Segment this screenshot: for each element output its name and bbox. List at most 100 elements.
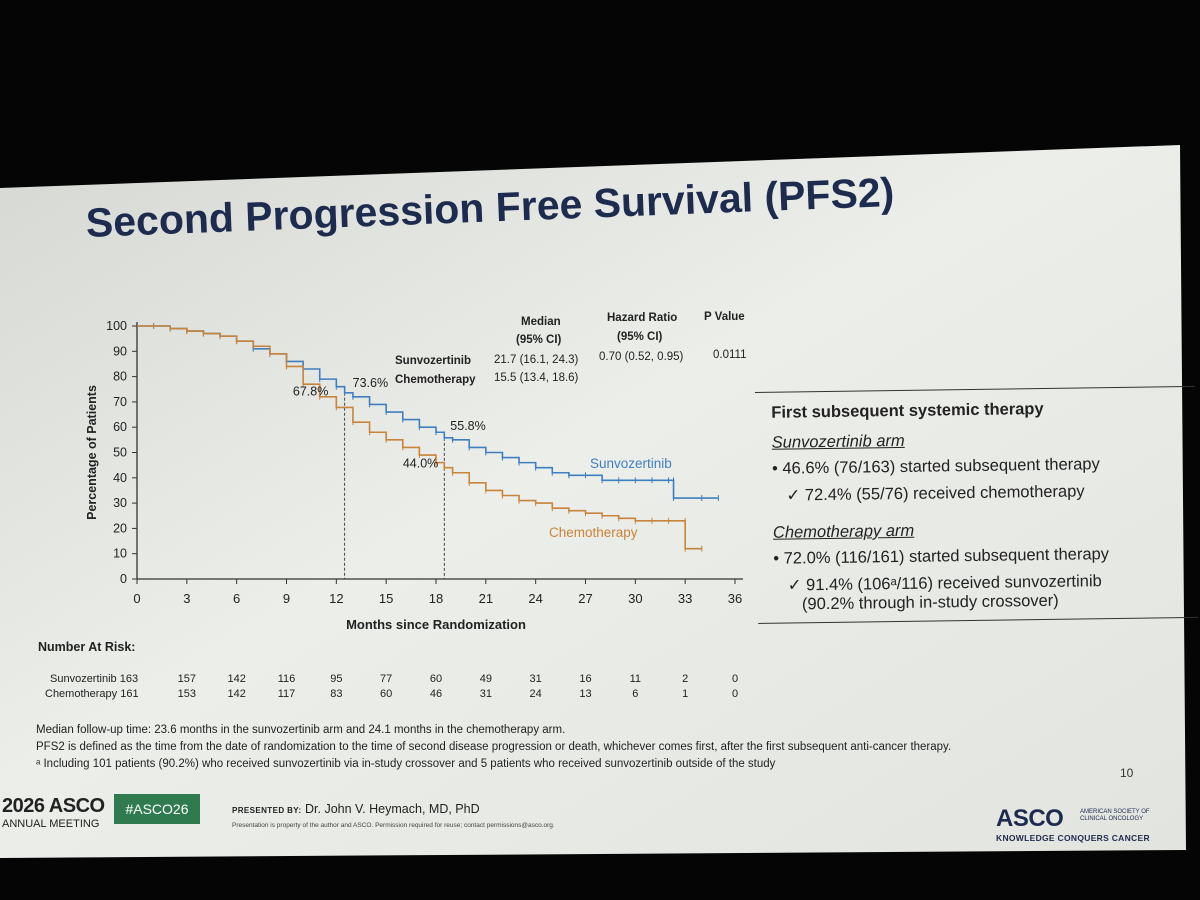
asco-society-logo: ASCO AMERICAN SOCIETY OF CLINICAL ONCOLO…	[996, 805, 1150, 843]
stats-row-arm: Chemotherapy	[395, 374, 476, 386]
risk-row-label: Sunvozertinib 163	[50, 673, 139, 685]
chart-marks	[137, 323, 719, 579]
y-tick-label: 40	[113, 471, 127, 485]
stats-header-hr: Hazard Ratio	[607, 312, 678, 324]
asco-logo-text: ASCO	[996, 805, 1064, 832]
risk-value: 60	[380, 688, 393, 700]
asco-year-text: 2026 ASCO	[2, 795, 105, 817]
x-tick-label: 15	[379, 591, 393, 606]
disclaimer-text: Presentation is property of the author a…	[232, 822, 555, 829]
asco-meeting-logo: 2026 ASCO ANNUAL MEETING	[2, 795, 105, 830]
risk-value: 0	[731, 688, 739, 700]
risk-value: 31	[529, 673, 542, 685]
x-tick-label: 33	[678, 591, 692, 606]
x-tick-label: 36	[728, 591, 742, 606]
risk-value: 116	[277, 673, 296, 685]
footnote-followup: Median follow-up time: 23.6 months in th…	[36, 724, 566, 736]
panel-heading: First subsequent systemic therapy	[771, 399, 1044, 422]
y-tick-label: 100	[106, 319, 127, 333]
projection-screen	[0, 145, 1186, 858]
footnote-definition: PFS2 is defined as the time from the dat…	[36, 741, 952, 753]
y-tick-label: 30	[113, 496, 127, 510]
presented-by: PRESENTED BY: Dr. John V. Heymach, MD, P…	[232, 802, 480, 816]
risk-row-label: Chemotherapy 161	[45, 688, 139, 700]
risk-value: 142	[227, 673, 246, 685]
stats-row-hr: 0.70 (0.52, 0.95)	[599, 351, 684, 363]
risk-value: 16	[579, 673, 592, 685]
chemotherapy-curve	[137, 325, 702, 550]
y-tick-label: 70	[113, 395, 127, 409]
risk-value: 157	[177, 673, 196, 685]
risk-value: 6	[632, 688, 639, 700]
panel-arm2-line1: • 72.0% (116/161) started subsequent the…	[773, 545, 1110, 568]
presented-by-label: PRESENTED BY:	[232, 806, 302, 815]
risk-value: 153	[177, 688, 196, 700]
x-tick-label: 0	[133, 591, 140, 606]
risk-value: 11	[629, 673, 642, 685]
annotation-label: 55.8%	[450, 419, 485, 433]
panel-arm2-title: Chemotherapy arm	[772, 521, 915, 542]
risk-value: 46	[429, 688, 443, 700]
x-tick-label: 6	[233, 591, 240, 606]
asco-society-text: AMERICAN SOCIETY OF CLINICAL ONCOLOGY	[1080, 809, 1150, 822]
x-tick-label: 3	[183, 591, 190, 606]
subsequent-therapy-panel: First subsequent systemic therapy Sunvoz…	[755, 385, 1199, 624]
x-axis-label: Months since Randomization	[346, 617, 526, 632]
y-tick-label: 0	[120, 572, 127, 586]
stats-header-median: Median	[521, 316, 561, 328]
presenter-name: Dr. John V. Heymach, MD, PhD	[305, 802, 480, 816]
x-tick-label: 9	[283, 591, 290, 606]
x-tick-label: 12	[329, 591, 343, 606]
risk-value: 60	[429, 673, 443, 685]
hashtag-badge: #ASCO26	[114, 794, 200, 824]
panel-arm2-line3: (90.2% through in-study crossover)	[801, 591, 1059, 614]
y-tick-label: 50	[113, 446, 127, 460]
stats-header-hr-ci: (95% CI)	[617, 331, 663, 343]
series-label-chemotherapy: Chemotherapy	[549, 525, 638, 540]
y-tick-label: 80	[113, 370, 127, 384]
x-tick-label: 30	[628, 591, 642, 606]
chart-axes	[132, 322, 743, 584]
risk-value: 49	[479, 673, 492, 685]
x-tick-label: 21	[479, 591, 493, 606]
x-tick-label: 18	[429, 591, 443, 606]
stats-header-median-ci: (95% CI)	[516, 334, 562, 346]
x-tick-label: 27	[578, 591, 592, 606]
risk-value: 117	[277, 688, 296, 700]
y-axis-label: Percentage of Patients	[85, 385, 99, 520]
stats-header-pvalue: P Value	[704, 311, 745, 323]
y-tick-label: 20	[113, 521, 127, 535]
annotation-label: 73.6%	[353, 376, 388, 390]
y-tick-label: 90	[113, 344, 127, 358]
risk-value: 142	[227, 688, 246, 700]
risk-value: 0	[731, 673, 739, 685]
stats-row-p: 0.0111	[713, 349, 747, 361]
asco-tagline: KNOWLEDGE CONQUERS CANCER	[996, 833, 1150, 843]
risk-value: 95	[330, 673, 343, 685]
y-tick-label: 10	[113, 547, 127, 561]
stats-row-arm: Sunvozertinib	[395, 355, 472, 367]
risk-value: 13	[579, 688, 592, 700]
risk-value: 2	[682, 673, 689, 685]
risk-value: 24	[529, 688, 542, 700]
risk-title: Number At Risk:	[38, 640, 136, 654]
footnote-crossover: ᵃ Including 101 patients (90.2%) who rec…	[36, 758, 776, 770]
risk-value: 1	[682, 688, 689, 700]
risk-value: 31	[479, 688, 492, 700]
stats-row-median: 15.5 (13.4, 18.6)	[494, 372, 579, 384]
panel-arm1-line1: • 46.6% (76/163) started subsequent ther…	[771, 455, 1100, 478]
asco-meeting-text: ANNUAL MEETING	[2, 818, 100, 830]
x-tick-label: 24	[528, 591, 542, 606]
sunvozertinib-curve	[137, 325, 719, 499]
risk-value: 83	[330, 688, 343, 700]
series-label-sunvozertinib: Sunvozertinib	[590, 456, 672, 471]
annotation-label: 44.0%	[403, 457, 438, 471]
page-number: 10	[1120, 766, 1134, 780]
chart-labels: 0 3 6 9 12 15 18 21 24 27 30 33 36010203040506070809…	[85, 319, 742, 632]
annotation-label: 67.8%	[293, 384, 328, 398]
risk-value: 77	[380, 673, 393, 685]
panel-arm1-line2: ✓ 72.4% (55/76) received chemotherapy	[786, 482, 1085, 505]
